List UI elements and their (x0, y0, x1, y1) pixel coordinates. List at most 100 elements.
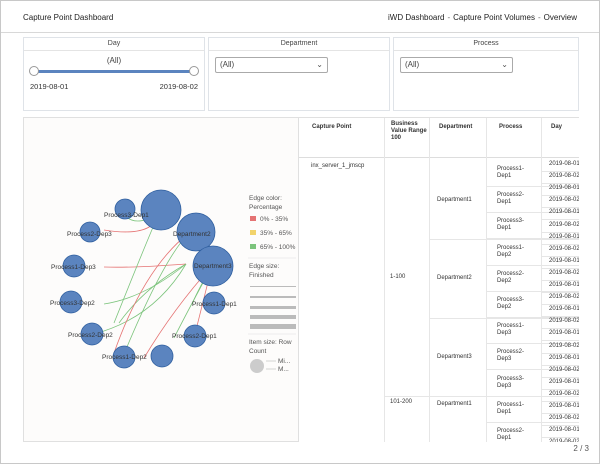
node-process3-dep1[interactable] (114, 198, 136, 220)
day-cell: 2019-08-01 (549, 282, 579, 288)
process-cell: Process2-Dep1 (497, 192, 525, 206)
process-cell: Process1-Dep1 (497, 401, 525, 415)
node-process2-dep2[interactable] (80, 322, 104, 346)
chevron-down-icon: ⌄ (316, 60, 323, 69)
legend-item: 65% - 100% (260, 244, 296, 251)
edge (113, 212, 160, 324)
day-cell: 2019-08-01 (549, 354, 579, 361)
process-cell: Process2-Dep2 (497, 270, 525, 284)
node-label: Process1-Dep2 (102, 354, 147, 361)
node-largest[interactable] (140, 189, 182, 231)
node-process1-dep3[interactable] (62, 254, 86, 278)
day-cell: 2019-08-02 (549, 342, 579, 349)
node-label: Process3-Dep2 (50, 300, 95, 307)
node-department2[interactable] (176, 212, 216, 252)
day-min-label: 2019-08-01 (30, 82, 69, 91)
node-label: Process2-Dep2 (68, 332, 113, 339)
node-label: Department2 (173, 231, 211, 238)
breadcrumb-item[interactable]: Overview (543, 13, 577, 22)
process-cell: Process2-Dep1 (497, 428, 525, 441)
range-cell: 1-100 (390, 274, 406, 280)
legend-item-size-title: Item size: Row (249, 339, 292, 346)
day-slider-track[interactable] (34, 70, 194, 73)
day-cell: 2019-08-01 (549, 403, 579, 409)
department-cell: Department3 (437, 354, 472, 360)
column-header[interactable]: Process (499, 124, 523, 130)
table-header: Capture Point Business Value Range 100 D… (299, 118, 579, 158)
dashboard-title: Capture Point Dashboard (23, 13, 114, 22)
breadcrumb-item[interactable]: iWD Dashboard (388, 13, 445, 22)
edge (103, 263, 187, 305)
legend-item-size-subtitle: Count (249, 348, 267, 355)
day-cell: 2019-08-02 (549, 221, 579, 228)
department-select[interactable]: (All) ⌄ (215, 57, 328, 73)
node-label: Process2-Dep1 (172, 333, 217, 340)
department-cell: Department1 (437, 401, 472, 407)
day-max-label: 2019-08-02 (159, 82, 198, 91)
column-header[interactable]: Business Value Range 100 (391, 121, 427, 141)
node-process1-dep2[interactable] (112, 345, 136, 369)
day-cell: 2019-08-02 (549, 366, 579, 373)
network-chart-panel: Process3-Dep1 Department2 Department3 Pr… (23, 117, 299, 442)
day-cell: 2019-08-01 (549, 185, 579, 192)
process-cell: Process1-Dep3 (497, 323, 525, 337)
department-cell: Department2 (437, 275, 472, 281)
day-cell: 2019-08-02 (549, 415, 579, 422)
edge (113, 232, 190, 354)
top-bar: Capture Point Dashboard iWD Dashboard - Ca… (1, 1, 599, 33)
process-cell: Process1-Dep1 (497, 166, 525, 179)
process-cell: Process3-Dep2 (497, 297, 525, 310)
process-select[interactable]: (All) ⌄ (400, 57, 513, 73)
day-cell: 2019-08-02 (549, 173, 579, 180)
legend-edge-width (250, 306, 296, 309)
day-cell: 2019-08-02 (549, 197, 579, 204)
node-label: Process2-Dep3 (67, 231, 112, 238)
legend-item: 0% - 35% (260, 216, 288, 223)
process-cell: Process2-Dep3 (497, 349, 525, 363)
capture-point-table: Capture Point Business Value Range 100 D… (299, 117, 579, 442)
legend-edge-width (250, 296, 296, 298)
edge (118, 263, 187, 324)
column-header[interactable]: Capture Point (312, 124, 352, 130)
legend-size-circle (250, 359, 264, 373)
day-cell: 2019-08-02 (549, 439, 579, 442)
column-header[interactable]: Department (439, 124, 473, 130)
department-filter-label: Department (209, 38, 389, 51)
node-process2-dep1[interactable] (183, 324, 207, 348)
day-cell: 2019-08-02 (549, 294, 579, 301)
process-select-value: (All) (405, 60, 420, 69)
chart-legend: Edge color: Percentage 0% - 35% 35% - 65… (248, 195, 296, 373)
day-slider-max-handle[interactable] (189, 66, 199, 76)
department-cell: Department1 (437, 197, 472, 203)
node-label: Process1-Dep3 (51, 264, 96, 271)
network-chart: Process3-Dep1 Department2 Department3 Pr… (50, 189, 296, 373)
legend-swatch (250, 230, 256, 235)
breadcrumb-item[interactable]: Capture Point Volumes (453, 13, 535, 22)
range-cell: 101-200 (390, 399, 413, 405)
node-process1-dep1[interactable] (202, 291, 226, 315)
legend-swatch (250, 244, 256, 249)
node-department1[interactable] (192, 245, 234, 287)
day-slider-min-handle[interactable] (29, 66, 39, 76)
process-filter-label: Process (394, 38, 578, 51)
process-cell: Process3-Dep3 (497, 375, 525, 389)
node-process3-dep2[interactable] (59, 290, 83, 314)
day-cell: 2019-08-01 (549, 233, 579, 240)
day-cell: 2019-08-01 (549, 427, 579, 434)
breadcrumb: iWD Dashboard - Capture Point Volumes - Over… (388, 13, 577, 22)
node-department3[interactable] (150, 344, 174, 368)
legend-edge-color-title: Edge color: (249, 195, 282, 202)
day-slider-value: (All) (106, 56, 122, 65)
page-indicator: 2 / 3 (573, 444, 589, 453)
legend-size-min: Mi... (278, 358, 290, 365)
day-cell: 2019-08-02 (549, 390, 579, 397)
legend-edge-size-title: Edge size: (249, 263, 280, 270)
day-cell: 2019-08-01 (549, 257, 579, 264)
department-select-value: (All) (220, 60, 235, 69)
node-label: Department3 (194, 263, 232, 270)
column-header[interactable]: Day (551, 124, 563, 130)
process-cell: Process1-Dep2 (497, 244, 525, 258)
node-process2-dep3[interactable] (79, 221, 101, 243)
legend-edge-color-subtitle: Percentage (249, 204, 283, 211)
legend-item: 35% - 65% (260, 230, 292, 237)
